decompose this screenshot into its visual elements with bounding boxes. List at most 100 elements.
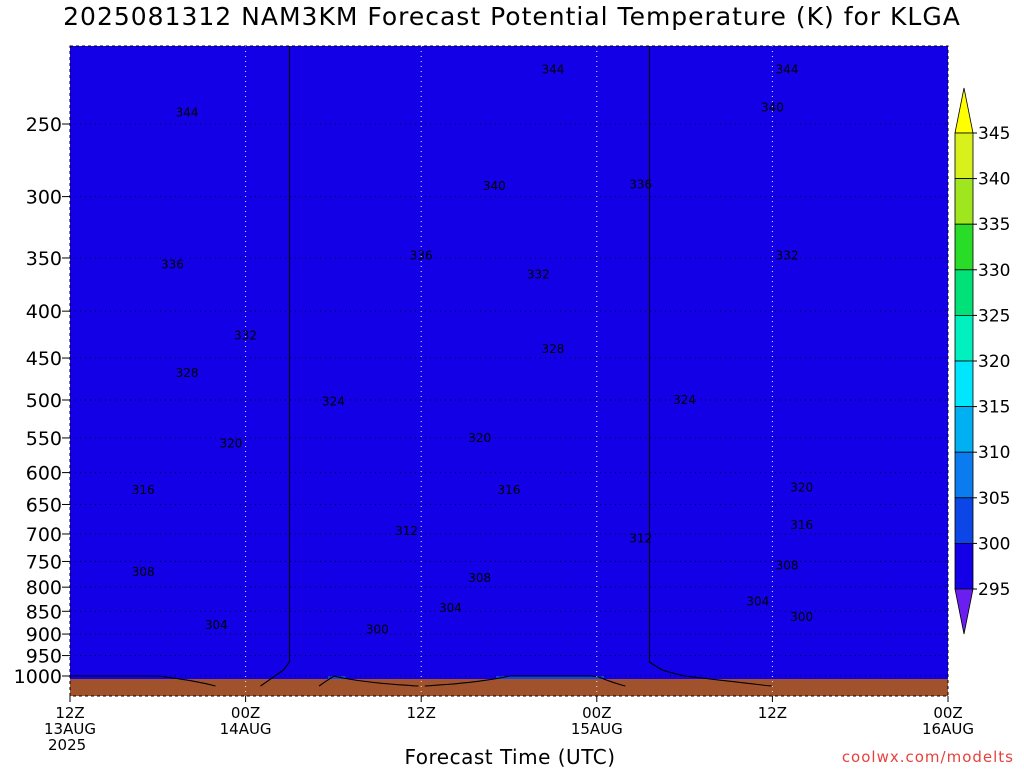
heatmap-cell: [718, 190, 725, 197]
heatmap-cell: [346, 208, 353, 215]
heatmap-cell: [784, 148, 791, 155]
heatmap-cell: [520, 124, 527, 131]
heatmap-cell: [484, 190, 491, 197]
heatmap-cell: [142, 172, 149, 179]
heatmap-cell: [298, 202, 305, 209]
heatmap-cell: [400, 70, 407, 77]
heatmap-cell: [538, 142, 545, 149]
heatmap-cell: [70, 160, 77, 167]
heatmap-cell: [940, 118, 947, 125]
heatmap-cell: [742, 190, 749, 197]
heatmap-cell: [550, 70, 557, 77]
heatmap-cell: [322, 130, 329, 137]
heatmap-cell: [538, 124, 545, 131]
heatmap-cell: [370, 196, 377, 203]
heatmap-cell: [304, 82, 311, 89]
heatmap-cell: [766, 94, 773, 101]
heatmap-cell: [694, 208, 701, 215]
heatmap-cell: [652, 226, 659, 233]
heatmap-cell: [460, 94, 467, 101]
heatmap-cell: [232, 58, 239, 65]
heatmap-cell: [538, 64, 545, 71]
heatmap-cell: [892, 46, 899, 53]
heatmap-cell: [202, 112, 209, 119]
heatmap-cell: [172, 226, 179, 233]
heatmap-cell: [190, 232, 197, 239]
heatmap-cell: [172, 130, 179, 137]
heatmap-cell: [112, 244, 119, 251]
heatmap-cell: [694, 64, 701, 71]
heatmap-cell: [184, 184, 191, 191]
heatmap-cell: [328, 178, 335, 185]
heatmap-cell: [850, 52, 857, 59]
heatmap-cell: [76, 58, 83, 65]
heatmap-cell: [136, 166, 143, 173]
heatmap-cell: [592, 226, 599, 233]
heatmap-cell: [772, 124, 779, 131]
heatmap-cell: [418, 100, 425, 107]
heatmap-cell: [262, 214, 269, 221]
heatmap-cell: [136, 136, 143, 143]
heatmap-cell: [910, 190, 917, 197]
heatmap-cell: [238, 112, 245, 119]
heatmap-cell: [88, 88, 95, 95]
heatmap-cell: [886, 136, 893, 143]
heatmap-cell: [244, 112, 251, 119]
heatmap-cell: [628, 154, 635, 161]
heatmap-cell: [352, 154, 359, 161]
heatmap-cell: [862, 220, 869, 227]
heatmap-cell: [388, 244, 395, 251]
heatmap-cell: [544, 52, 551, 59]
heatmap-cell: [250, 106, 257, 113]
heatmap-cell: [826, 202, 833, 209]
heatmap-cell: [928, 58, 935, 65]
heatmap-cell: [328, 106, 335, 113]
heatmap-cell: [634, 58, 641, 65]
heatmap-cell: [688, 166, 695, 173]
heatmap-cell: [616, 184, 623, 191]
heatmap-cell: [490, 70, 497, 77]
heatmap-cell: [904, 166, 911, 173]
heatmap-cell: [340, 100, 347, 107]
heatmap-cell: [106, 130, 113, 137]
heatmap-cell: [430, 88, 437, 95]
heatmap-cell: [562, 238, 569, 245]
heatmap-cell: [334, 220, 341, 227]
heatmap-cell: [82, 58, 89, 65]
heatmap-cell: [268, 148, 275, 155]
heatmap-cell: [676, 238, 683, 245]
heatmap-cell: [388, 166, 395, 173]
heatmap-cell: [172, 112, 179, 119]
heatmap-cell: [910, 226, 917, 233]
heatmap-cell: [622, 142, 629, 149]
heatmap-cell: [874, 112, 881, 119]
heatmap-cell: [694, 124, 701, 131]
heatmap-cell: [166, 82, 173, 89]
heatmap-cell: [556, 154, 563, 161]
heatmap-cell: [316, 202, 323, 209]
heatmap-cell: [400, 226, 407, 233]
heatmap-cell: [886, 100, 893, 107]
heatmap-cell: [124, 112, 131, 119]
heatmap-cell: [160, 238, 167, 245]
heatmap-cell: [298, 226, 305, 233]
heatmap-cell: [736, 244, 743, 251]
heatmap-cell: [154, 124, 161, 131]
heatmap-cell: [658, 46, 665, 53]
heatmap-cell: [124, 220, 131, 227]
heatmap-cell: [676, 148, 683, 155]
heatmap-cell: [586, 130, 593, 137]
heatmap-cell: [232, 100, 239, 107]
heatmap-cell: [856, 232, 863, 239]
heatmap-cell: [916, 196, 923, 203]
heatmap-cell: [370, 82, 377, 89]
heatmap-cell: [526, 100, 533, 107]
heatmap-cell: [616, 244, 623, 251]
heatmap-cell: [274, 166, 281, 173]
heatmap-cell: [112, 178, 119, 185]
heatmap-cell: [736, 142, 743, 149]
heatmap-cell: [808, 178, 815, 185]
heatmap-cell: [556, 166, 563, 173]
heatmap-cell: [862, 232, 869, 239]
heatmap-cell: [766, 214, 773, 221]
